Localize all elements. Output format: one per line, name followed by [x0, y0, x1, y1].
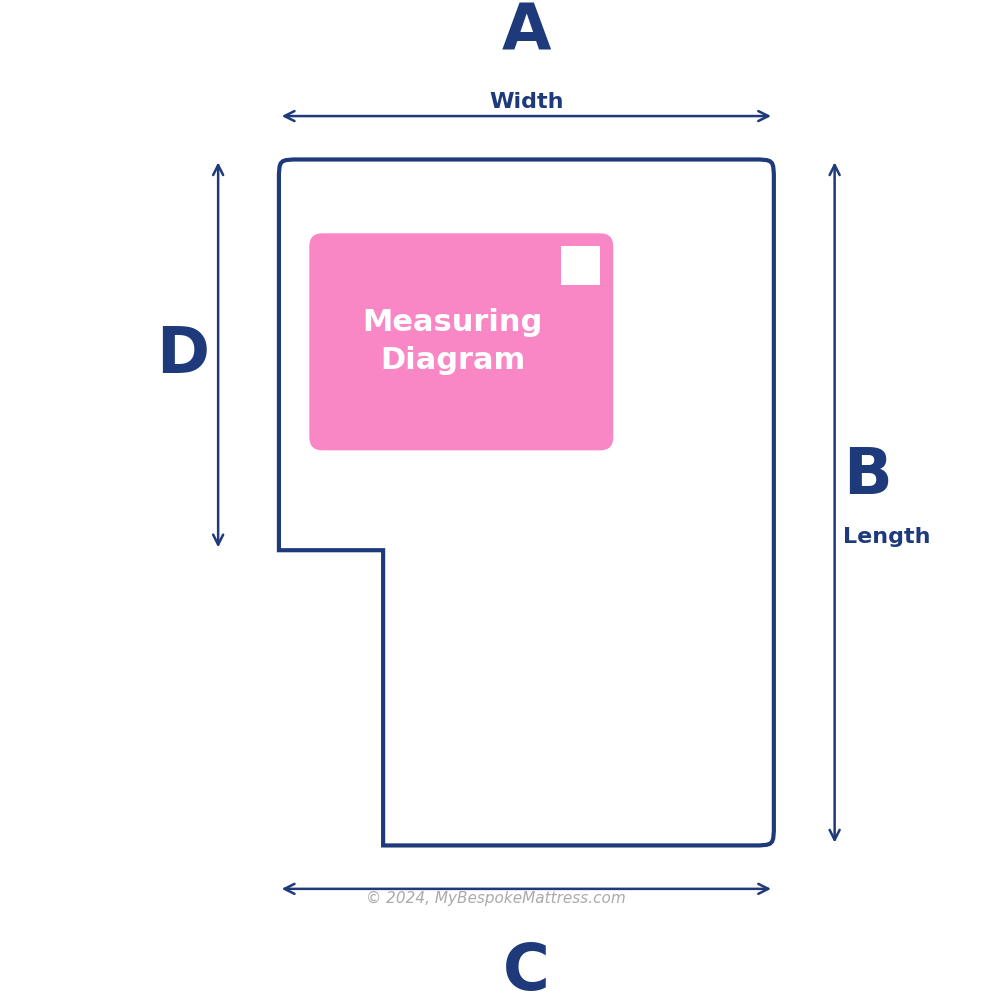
Text: A: A — [502, 2, 551, 64]
Bar — [561, 246, 600, 285]
FancyBboxPatch shape — [309, 233, 613, 450]
Text: D: D — [156, 324, 209, 386]
Text: Width: Width — [489, 92, 564, 112]
Text: Length: Length — [843, 527, 931, 547]
Text: B: B — [843, 445, 892, 507]
Text: C: C — [503, 941, 550, 1000]
Text: Measuring
Diagram: Measuring Diagram — [362, 308, 543, 375]
Text: © 2024, MyBespokeMattress.com: © 2024, MyBespokeMattress.com — [366, 891, 626, 906]
